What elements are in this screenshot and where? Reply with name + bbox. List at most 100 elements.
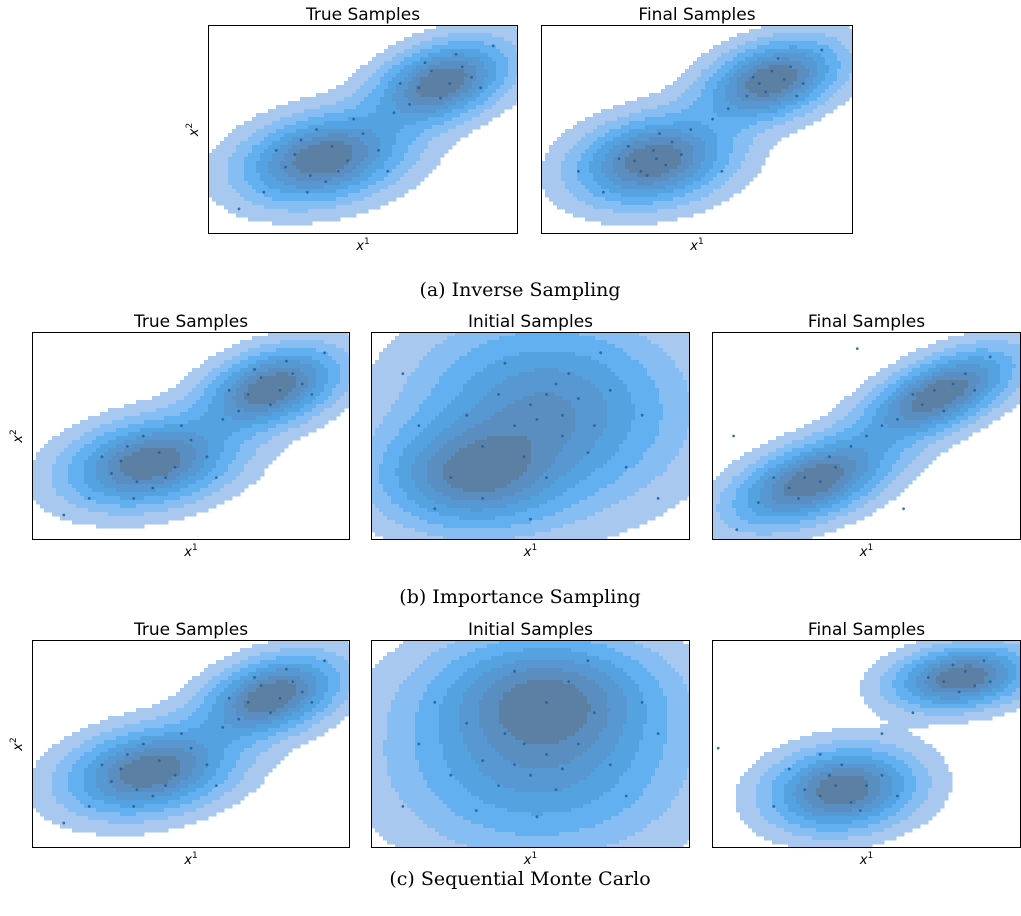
contour-cell — [300, 125, 305, 130]
contour-cell — [428, 169, 433, 174]
contour-cell — [769, 65, 774, 70]
contour-cell — [244, 129, 249, 134]
contour-cell — [613, 157, 618, 162]
contour-cell — [344, 137, 349, 142]
contour-cell — [356, 77, 361, 82]
contour-cell — [681, 93, 686, 98]
contour-cell — [697, 133, 702, 138]
x-axis-label: x1 — [355, 237, 369, 254]
contour-cell — [601, 209, 606, 214]
contour-cell — [244, 161, 249, 166]
contour-cell — [589, 125, 594, 130]
contour-cell — [292, 149, 297, 154]
contour-cell — [288, 105, 293, 110]
contour-cell — [741, 177, 746, 182]
contour-cell — [440, 113, 445, 118]
contour-cell — [228, 173, 233, 178]
contour-cell — [761, 89, 766, 94]
contour-cell — [452, 117, 457, 122]
contour-cell — [801, 53, 806, 58]
contour-cell — [196, 368, 201, 373]
contour-cell — [348, 193, 353, 198]
contour-cell — [717, 165, 722, 170]
contour-cell — [769, 129, 774, 134]
contour-cell — [304, 209, 309, 214]
contour-cell — [412, 45, 417, 50]
contour-cell — [320, 193, 325, 198]
contour-cell — [492, 101, 497, 106]
contour-cell — [629, 165, 634, 170]
contour-cell — [216, 356, 221, 361]
contour-cell — [456, 121, 461, 126]
contour-cell — [641, 153, 646, 158]
contour-cell — [613, 209, 618, 214]
contour-cell — [625, 125, 630, 130]
contour-cell — [673, 181, 678, 186]
contour-cell — [332, 173, 337, 178]
contour-cell — [336, 360, 341, 365]
contour-cell — [504, 105, 509, 110]
contour-cell — [701, 209, 706, 214]
contour-cell — [404, 37, 409, 42]
contour-cell — [432, 157, 437, 162]
contour-cell — [228, 165, 233, 170]
contour-cell — [789, 97, 794, 102]
contour-cell — [252, 217, 257, 222]
contour-cell — [416, 121, 421, 126]
contour-cell — [444, 97, 449, 102]
contour-cell — [220, 201, 225, 206]
contour-cell — [332, 169, 337, 174]
contour-cell — [220, 185, 225, 190]
contour-cell — [260, 340, 265, 345]
contour-cell — [749, 73, 754, 78]
contour-cell — [645, 137, 650, 142]
contour-cell — [833, 29, 838, 34]
contour-cell — [733, 189, 738, 194]
contour-cell — [372, 93, 377, 98]
contour-cell — [384, 141, 389, 146]
contour-cell — [653, 181, 658, 186]
contour-cell — [440, 25, 445, 30]
contour-cell — [581, 209, 586, 214]
contour-cell — [344, 121, 349, 126]
contour-cell — [749, 97, 754, 102]
contour-cell — [408, 141, 413, 146]
contour-cell — [440, 41, 445, 46]
contour-cell — [300, 352, 305, 357]
contour-cell — [681, 205, 686, 210]
contour-cell — [376, 101, 381, 106]
contour-cell — [248, 197, 253, 202]
contour-cell — [725, 177, 730, 182]
contour-cell — [545, 185, 550, 190]
contour-cell — [432, 137, 437, 142]
contour-cell — [713, 197, 718, 202]
contour-cell — [557, 189, 562, 194]
contour-cell — [324, 109, 329, 114]
contour-cell — [352, 73, 357, 78]
contour-cell — [324, 352, 329, 357]
contour-cell — [585, 209, 590, 214]
contour-cell — [396, 89, 401, 94]
contour-cell — [280, 217, 285, 222]
contour-cell — [492, 65, 497, 70]
contour-cell — [308, 113, 313, 118]
contour-cell — [244, 153, 249, 158]
contour-cell — [420, 101, 425, 106]
contour-cell — [384, 65, 389, 70]
contour-cell — [733, 181, 738, 186]
contour-cell — [348, 173, 353, 178]
contour-cell — [769, 109, 774, 114]
contour-cell — [268, 352, 273, 357]
contour-cell — [705, 69, 710, 74]
contour-cell — [729, 193, 734, 198]
contour-cell — [412, 61, 417, 66]
contour-cell — [408, 61, 413, 66]
contour-cell — [324, 157, 329, 162]
contour-cell — [797, 53, 802, 58]
contour-cell — [420, 97, 425, 102]
contour-cell — [348, 133, 353, 138]
contour-cell — [412, 125, 417, 130]
contour-cell — [809, 77, 814, 82]
contour-cell — [332, 93, 337, 98]
contour-cell — [705, 93, 710, 98]
